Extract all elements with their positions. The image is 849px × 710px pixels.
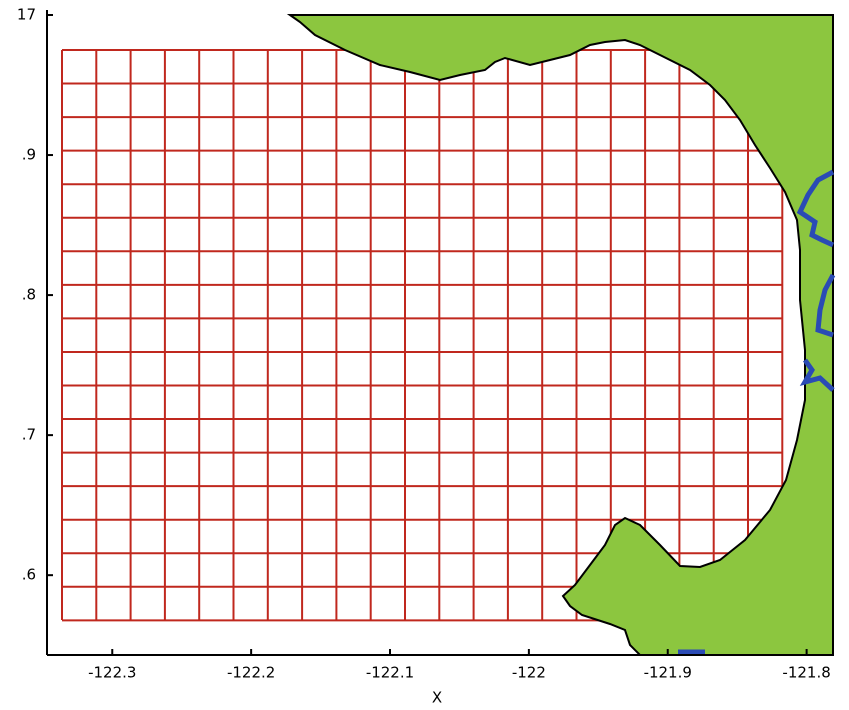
- x-tick-label: -122.2: [227, 664, 275, 682]
- x-tick-label: -122.3: [88, 664, 136, 682]
- river: [799, 358, 835, 392]
- y-tick-label: .7: [22, 426, 36, 444]
- x-tick-label: -122.1: [366, 664, 414, 682]
- y-tick-label: .6: [22, 566, 36, 584]
- model-grid: [61, 49, 784, 622]
- x-tick-label: -121.9: [644, 664, 692, 682]
- x-axis-label: X: [432, 689, 442, 707]
- land: [286, 14, 834, 656]
- river: [815, 273, 836, 338]
- y-tick-label: 17: [17, 6, 36, 24]
- x-tick-label: -121.8: [782, 664, 830, 682]
- rivers: [678, 169, 836, 655]
- river: [796, 169, 835, 248]
- x-tick-label: -122: [512, 664, 546, 682]
- y-tick-label: .9: [22, 146, 36, 164]
- y-tick-label: .8: [22, 286, 36, 304]
